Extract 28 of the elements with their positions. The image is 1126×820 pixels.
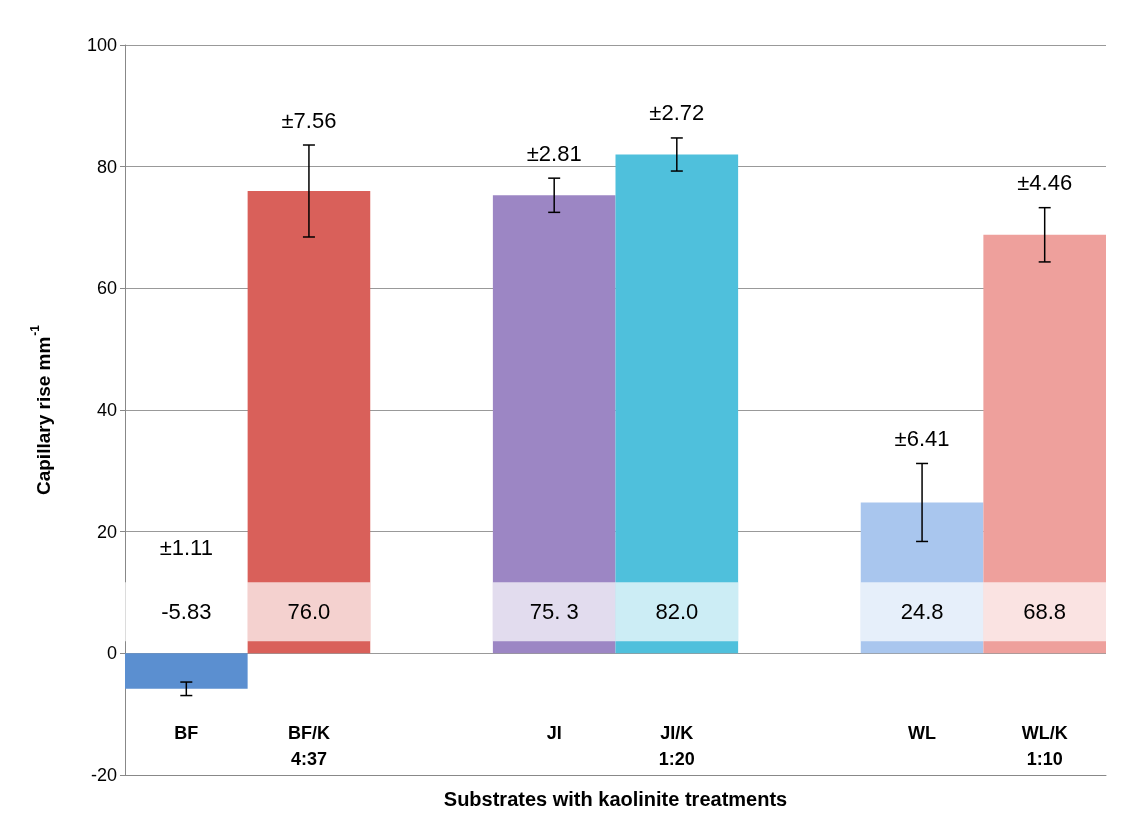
data-label: 82.0 (655, 599, 699, 625)
annotation: ±2.81 (526, 140, 582, 166)
y-tick-label: -20 (90, 765, 117, 785)
x-tick-label: WL/K 1:10 (1021, 723, 1068, 769)
annotation: ±6.41 (894, 425, 950, 451)
data-label: -5.83 (161, 599, 212, 625)
annotation: ±4.46 (1017, 170, 1073, 196)
y-tick-label: 60 (96, 278, 117, 299)
data-label: 75. 3 (529, 599, 579, 625)
data-label: 24.8 (900, 599, 944, 625)
data-label: 76.0 (287, 599, 331, 625)
annotation: ±7.56 (281, 107, 337, 133)
x-tick-label: BF (174, 723, 199, 743)
annotation: ±1.11 (159, 534, 213, 560)
y-tick-label: 0 (106, 643, 117, 664)
bar (125, 653, 248, 689)
x-tick-label: WL (908, 723, 937, 743)
y-axis-title: Capillary rise mm-1 (28, 324, 54, 496)
annotation: ±2.72 (649, 100, 705, 126)
x-tick-label: JI/K 1:20 (658, 723, 695, 769)
y-tick-label: 20 (96, 521, 117, 542)
x-axis-title: Substrates with kaolinite treatments (443, 788, 788, 810)
y-tick-label: 40 (96, 400, 117, 420)
data-label: 68.8 (1023, 599, 1067, 625)
x-tick-label: JI (546, 723, 562, 743)
x-tick-label: BF/K 4:37 (287, 723, 330, 769)
y-tick-label: 100 (86, 35, 117, 55)
y-tick-label: 80 (96, 156, 117, 177)
